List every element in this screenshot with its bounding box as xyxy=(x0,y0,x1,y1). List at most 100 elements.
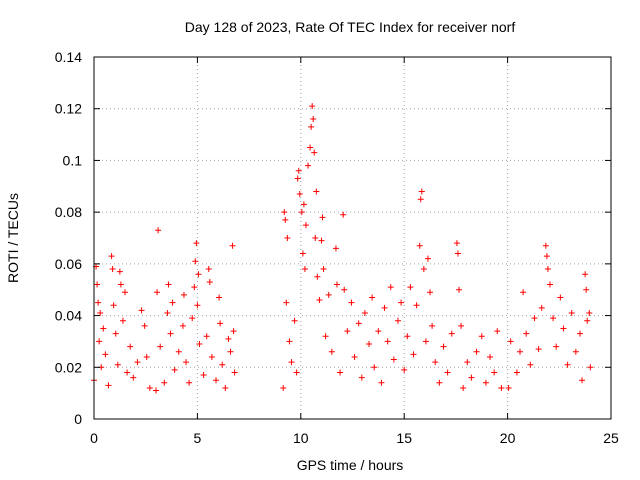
data-point xyxy=(568,309,575,316)
data-point xyxy=(478,333,485,340)
y-tick-label: 0.08 xyxy=(55,204,82,220)
data-point xyxy=(108,253,115,260)
data-point xyxy=(119,317,126,324)
data-point xyxy=(105,382,112,389)
data-point xyxy=(560,325,567,332)
data-point xyxy=(288,359,295,366)
data-point xyxy=(165,281,172,288)
data-point xyxy=(375,328,382,335)
data-point xyxy=(309,103,316,110)
data-point xyxy=(146,384,153,391)
data-point xyxy=(332,245,339,252)
data-point xyxy=(284,235,291,241)
data-point xyxy=(195,271,202,278)
data-point xyxy=(424,255,431,262)
data-point xyxy=(164,309,171,316)
data-point xyxy=(358,374,365,381)
data-point xyxy=(432,359,439,366)
data-point xyxy=(157,343,164,350)
data-point xyxy=(320,266,327,273)
data-point xyxy=(517,348,524,355)
data-point xyxy=(134,359,141,366)
data-point xyxy=(127,343,134,350)
data-point xyxy=(458,322,465,329)
data-point xyxy=(586,309,593,316)
data-point xyxy=(122,289,129,296)
x-tick-label: 5 xyxy=(194,430,202,446)
data-points xyxy=(91,103,594,394)
data-point xyxy=(222,384,229,391)
data-point xyxy=(583,286,590,293)
data-point xyxy=(444,369,451,376)
data-point xyxy=(513,369,520,376)
data-point xyxy=(229,242,236,249)
data-point xyxy=(351,353,358,360)
data-point xyxy=(180,291,187,298)
data-point xyxy=(468,374,475,381)
data-point xyxy=(564,361,571,368)
data-point xyxy=(507,338,514,345)
data-point xyxy=(225,335,232,342)
data-point xyxy=(538,304,545,311)
grid-lines xyxy=(94,57,611,419)
data-point xyxy=(413,302,420,309)
data-point xyxy=(299,250,306,257)
data-point xyxy=(294,175,301,182)
data-point xyxy=(404,333,411,340)
data-point xyxy=(167,330,174,337)
data-point xyxy=(427,289,434,296)
data-point xyxy=(387,284,394,291)
data-point xyxy=(543,253,550,260)
data-point xyxy=(460,384,467,391)
data-point xyxy=(191,284,198,291)
data-point xyxy=(96,338,103,345)
data-point xyxy=(420,266,427,273)
data-point xyxy=(206,278,213,285)
data-point xyxy=(494,328,501,335)
data-point xyxy=(102,351,109,358)
data-point xyxy=(473,348,480,355)
data-point xyxy=(114,361,121,368)
data-point xyxy=(295,167,302,174)
data-point xyxy=(429,322,436,329)
data-point xyxy=(422,338,429,345)
data-point xyxy=(227,348,234,355)
data-point xyxy=(361,309,368,316)
data-point xyxy=(217,320,224,327)
chart-title: Day 128 of 2023, Rate Of TEC Index for r… xyxy=(185,19,516,35)
data-point xyxy=(381,304,388,311)
data-point xyxy=(417,196,424,203)
data-point xyxy=(208,353,215,360)
data-point xyxy=(369,294,376,301)
data-point xyxy=(310,116,317,123)
data-point xyxy=(143,353,150,360)
data-point xyxy=(531,315,538,322)
data-point xyxy=(576,330,583,337)
data-point xyxy=(587,364,594,371)
data-point xyxy=(340,211,347,218)
data-point xyxy=(454,250,461,257)
data-point xyxy=(378,379,385,386)
data-point xyxy=(401,366,408,373)
data-point xyxy=(371,364,378,371)
data-point xyxy=(193,240,200,247)
data-point xyxy=(179,322,186,329)
data-point xyxy=(153,387,160,394)
data-point xyxy=(286,338,293,345)
axis-ticks: 0 5 10 15 20 25 0 0.02 0.04 0.06 0.08 0.1 0.12 0.14 xyxy=(55,49,619,446)
data-point xyxy=(219,361,226,368)
data-point xyxy=(313,188,320,195)
data-point xyxy=(183,359,190,366)
data-point xyxy=(319,214,326,221)
x-axis-label: GPS time / hours xyxy=(297,457,404,473)
data-point xyxy=(205,266,212,273)
data-point xyxy=(301,266,308,273)
data-point xyxy=(491,369,498,376)
data-point xyxy=(584,317,591,324)
data-point xyxy=(366,341,373,348)
y-tick-label: 0.14 xyxy=(55,49,82,65)
data-point xyxy=(300,201,307,208)
data-point xyxy=(582,271,589,278)
data-point xyxy=(189,315,196,322)
